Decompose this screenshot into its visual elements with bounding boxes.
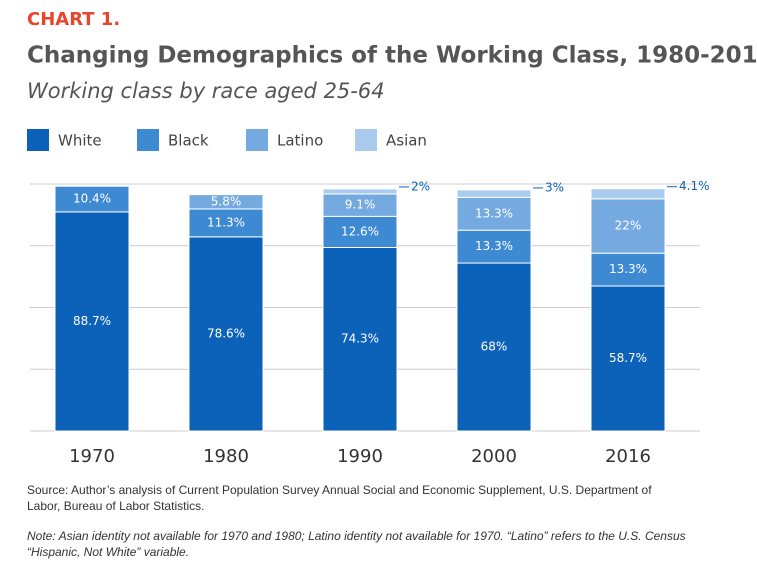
value-label: 88.7% <box>73 314 111 328</box>
legend-swatch <box>355 129 377 151</box>
legend-swatch <box>246 129 268 151</box>
value-label: 12.6% <box>341 224 379 238</box>
bar-segment <box>54 185 130 213</box>
bar-segment <box>322 246 398 432</box>
bar-segment <box>590 188 666 200</box>
value-label: 13.3% <box>609 262 647 276</box>
source: Source: Author’s analysis of Current Pop… <box>27 483 652 513</box>
value-label: 58.7% <box>609 351 647 365</box>
bar-segment <box>456 262 532 432</box>
legend-label: Asian <box>386 132 427 150</box>
value-label: 3% <box>545 180 564 194</box>
x-tick-label: 2016 <box>605 446 651 467</box>
chart-subtitle: Working class by race aged 25-64 <box>27 79 385 103</box>
value-label: 5.8% <box>211 194 242 208</box>
value-label: 78.6% <box>207 326 245 340</box>
bar-segment <box>322 188 398 195</box>
legend-swatch <box>137 129 159 151</box>
x-tick-label: 1990 <box>337 446 383 467</box>
value-label: 11.3% <box>207 215 245 229</box>
chart-title: Changing Demographics of the Working Cla… <box>27 43 757 69</box>
value-label: 13.3% <box>475 206 513 220</box>
x-tick-label: 2000 <box>471 446 517 467</box>
legend-label: Black <box>168 132 209 150</box>
chart: CHART 1. Changing Demographics of the Wo… <box>27 9 757 467</box>
bar-segment <box>456 229 532 264</box>
value-label: 13.3% <box>475 239 513 253</box>
x-tick-label: 1970 <box>69 446 115 467</box>
legend-label: White <box>58 132 102 150</box>
legend-label: Latino <box>277 132 323 150</box>
value-label: 10.4% <box>73 192 111 206</box>
value-label: 68% <box>481 340 508 354</box>
value-label: 9.1% <box>345 198 376 212</box>
bar-segment <box>456 189 532 198</box>
chart-kicker: CHART 1. <box>27 9 120 30</box>
x-tick-label: 1980 <box>203 446 249 467</box>
bar-segment <box>54 211 130 432</box>
bar-segment <box>590 285 666 432</box>
value-label: 4.1% <box>679 179 710 193</box>
value-label: 22% <box>615 218 642 232</box>
bar-segment <box>590 198 666 254</box>
value-label: 2% <box>411 179 430 193</box>
note: Note: Asian identity not available for 1… <box>27 529 686 559</box>
bar-segment <box>188 194 264 210</box>
value-label: 74.3% <box>341 332 379 346</box>
legend-swatch <box>27 129 49 151</box>
